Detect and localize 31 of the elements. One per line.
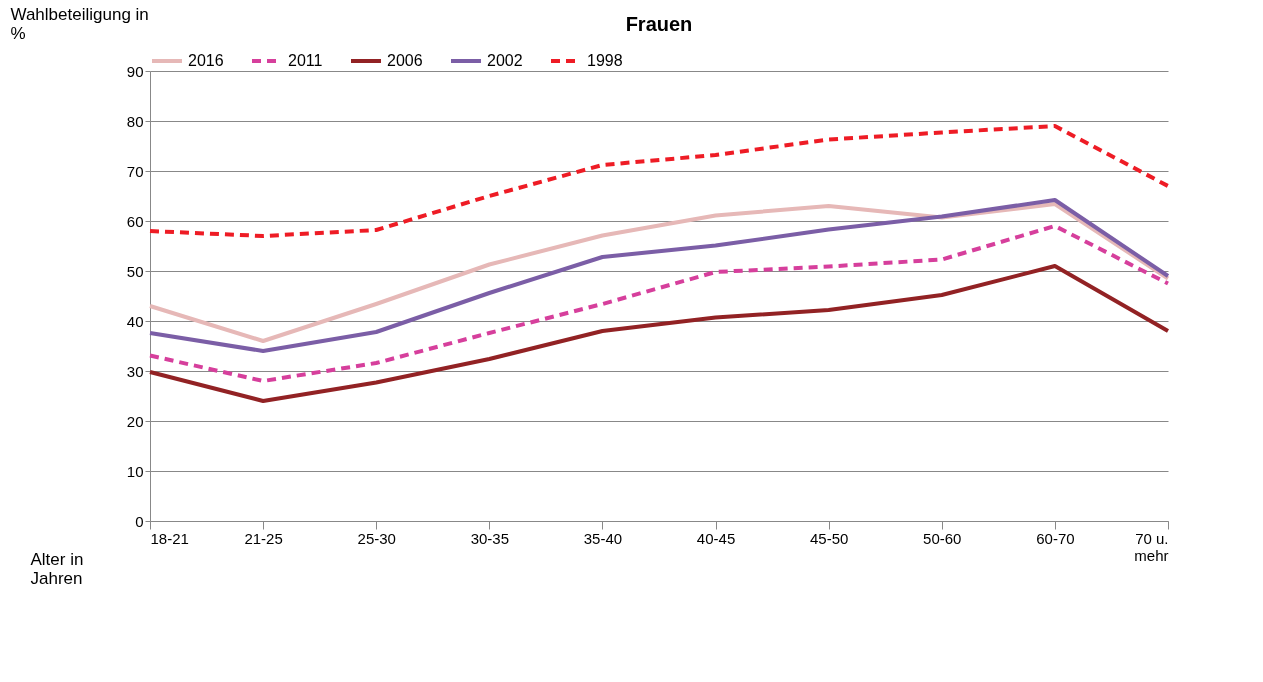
y-tick-label: 30 <box>126 362 144 380</box>
x-tick-label: 70 u. mehr <box>1134 529 1169 564</box>
y-tick-label: 60 <box>126 212 144 230</box>
x-tick-label: 21-25 <box>244 529 283 547</box>
legend-label: 2006 <box>387 52 423 69</box>
y-tick-label: 80 <box>126 112 144 130</box>
y-tick-label: 70 <box>126 162 144 180</box>
x-tick-label: 30-35 <box>470 529 510 547</box>
x-tick-label: 35-40 <box>583 529 623 547</box>
x-tick-label: 25-30 <box>357 529 396 547</box>
line-series <box>148 124 1170 238</box>
legend-label: 1998 <box>587 52 623 69</box>
x-axis-title: Alter in Jahren <box>30 549 84 588</box>
y-tick-label: 40 <box>126 312 144 330</box>
legend-label: 2016 <box>188 52 224 69</box>
x-tick-label: 60-70 <box>1036 529 1075 547</box>
legend-label: 2002 <box>487 52 523 69</box>
y-axis-title: Wahlbeteiligung in % <box>10 4 149 43</box>
y-tick-label: 20 <box>126 412 144 430</box>
chart-title: Frauen <box>625 13 693 35</box>
x-tick-label: 18-21 <box>150 529 189 547</box>
y-tick-label: 0 <box>135 512 144 530</box>
x-tick-label: 45-50 <box>809 529 849 547</box>
x-tick-label: 40-45 <box>696 529 736 547</box>
line-series <box>148 264 1170 403</box>
legend-label: 2011 <box>288 52 323 69</box>
y-tick-label: 50 <box>126 262 144 280</box>
y-tick-label: 10 <box>126 462 144 480</box>
y-tick-label: 90 <box>126 62 144 80</box>
x-tick-label: 50-60 <box>923 529 962 547</box>
line-series <box>148 224 1170 383</box>
